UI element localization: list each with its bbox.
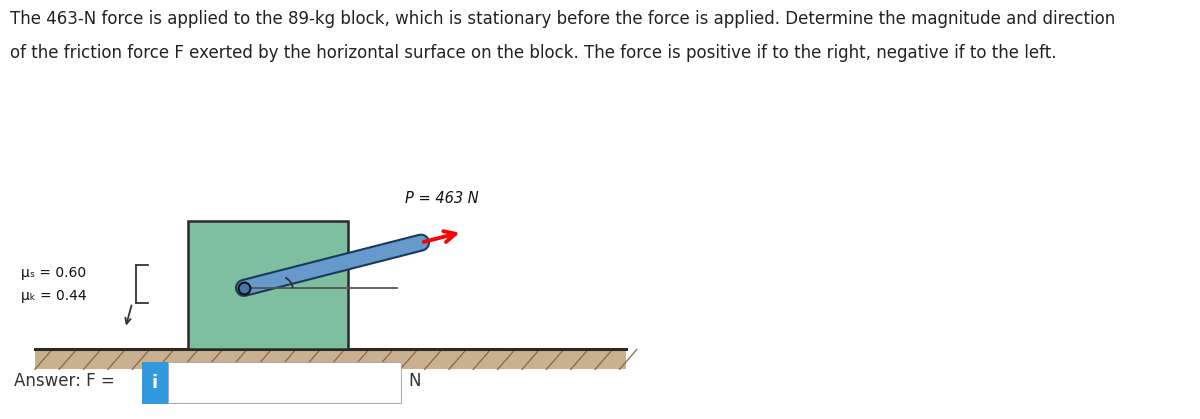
Text: N: N (408, 372, 420, 390)
Bar (35, 349, 626, 370)
Text: P = 463 N: P = 463 N (406, 191, 479, 206)
Text: μₖ = 0.44: μₖ = 0.44 (20, 289, 86, 303)
Text: i: i (151, 375, 158, 392)
Text: of the friction force F exerted by the horizontal surface on the block. The forc: of the friction force F exerted by the h… (10, 44, 1056, 62)
Text: Answer: F =: Answer: F = (14, 372, 115, 390)
Text: μₛ = 0.60: μₛ = 0.60 (20, 266, 86, 279)
Text: The 463-N force is applied to the 89-kg block, which is stationary before the fo: The 463-N force is applied to the 89-kg … (10, 10, 1115, 28)
Text: 32°: 32° (328, 261, 352, 275)
Bar (188, 221, 348, 349)
